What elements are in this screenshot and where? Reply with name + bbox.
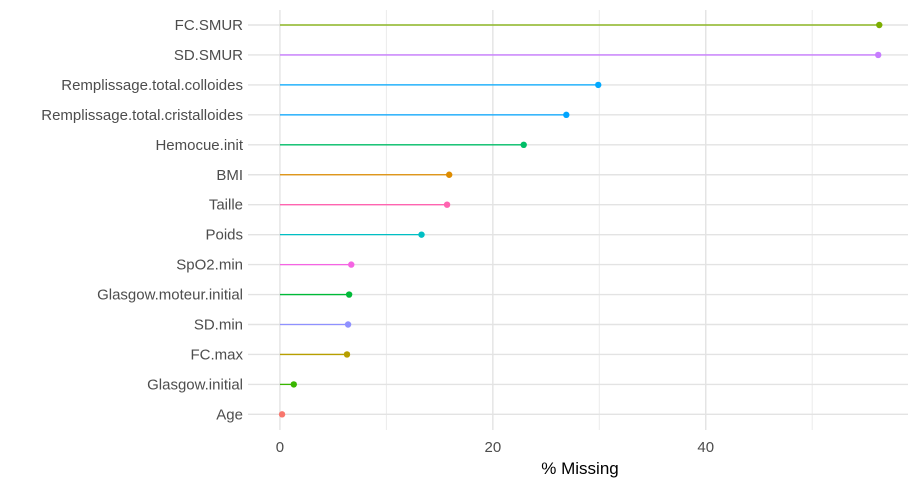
- y-tick-label: Glasgow.initial: [147, 376, 243, 393]
- y-axis-tick-labels: FC.SMUR SD.SMUR Remplissage.total.colloide…: [41, 17, 244, 423]
- y-tick-label: FC.SMUR: [175, 17, 243, 34]
- lollipop-point: [445, 171, 453, 178]
- y-tick-label: Glasgow.moteur.initial: [97, 287, 243, 304]
- lollipop-point: [343, 351, 351, 358]
- lollipop-point: [563, 111, 570, 119]
- lollipop-point: [595, 81, 602, 89]
- y-tick-label: SD.min: [194, 317, 243, 334]
- y-tick-label: Taille: [209, 197, 243, 214]
- y-tick-label: Age: [216, 406, 243, 423]
- lollipop-point: [418, 231, 425, 238]
- lollipop-point: [290, 381, 297, 388]
- lollipop-point: [876, 21, 883, 29]
- lollipop-point: [520, 141, 527, 148]
- lollipop-point: [344, 321, 352, 328]
- y-tick-label: Poids: [205, 227, 243, 244]
- grid-lines: [248, 10, 908, 430]
- lollipop-point: [278, 411, 286, 418]
- y-tick-label: BMI: [216, 167, 243, 184]
- x-tick-label: 0: [276, 439, 284, 456]
- y-tick-label: Remplissage.total.colloides: [61, 77, 243, 94]
- y-tick-label: Remplissage.total.cristalloides: [41, 107, 243, 124]
- x-tick-label: 20: [484, 439, 501, 456]
- lollipop-point: [443, 201, 451, 208]
- x-axis-tick-labels: 0 20 40: [276, 439, 714, 456]
- x-tick-label: 40: [697, 439, 714, 456]
- lollipop-point: [348, 261, 355, 268]
- lollipop-point: [874, 51, 882, 59]
- y-tick-label: SpO2.min: [176, 257, 243, 274]
- y-tick-label: SD.SMUR: [174, 47, 243, 64]
- y-tick-label: Hemocue.init: [155, 137, 243, 154]
- x-axis-title: % Missing: [541, 459, 618, 478]
- lollipop-point: [345, 291, 353, 298]
- lollipop-marks: [278, 21, 883, 418]
- y-tick-label: FC.max: [191, 346, 244, 363]
